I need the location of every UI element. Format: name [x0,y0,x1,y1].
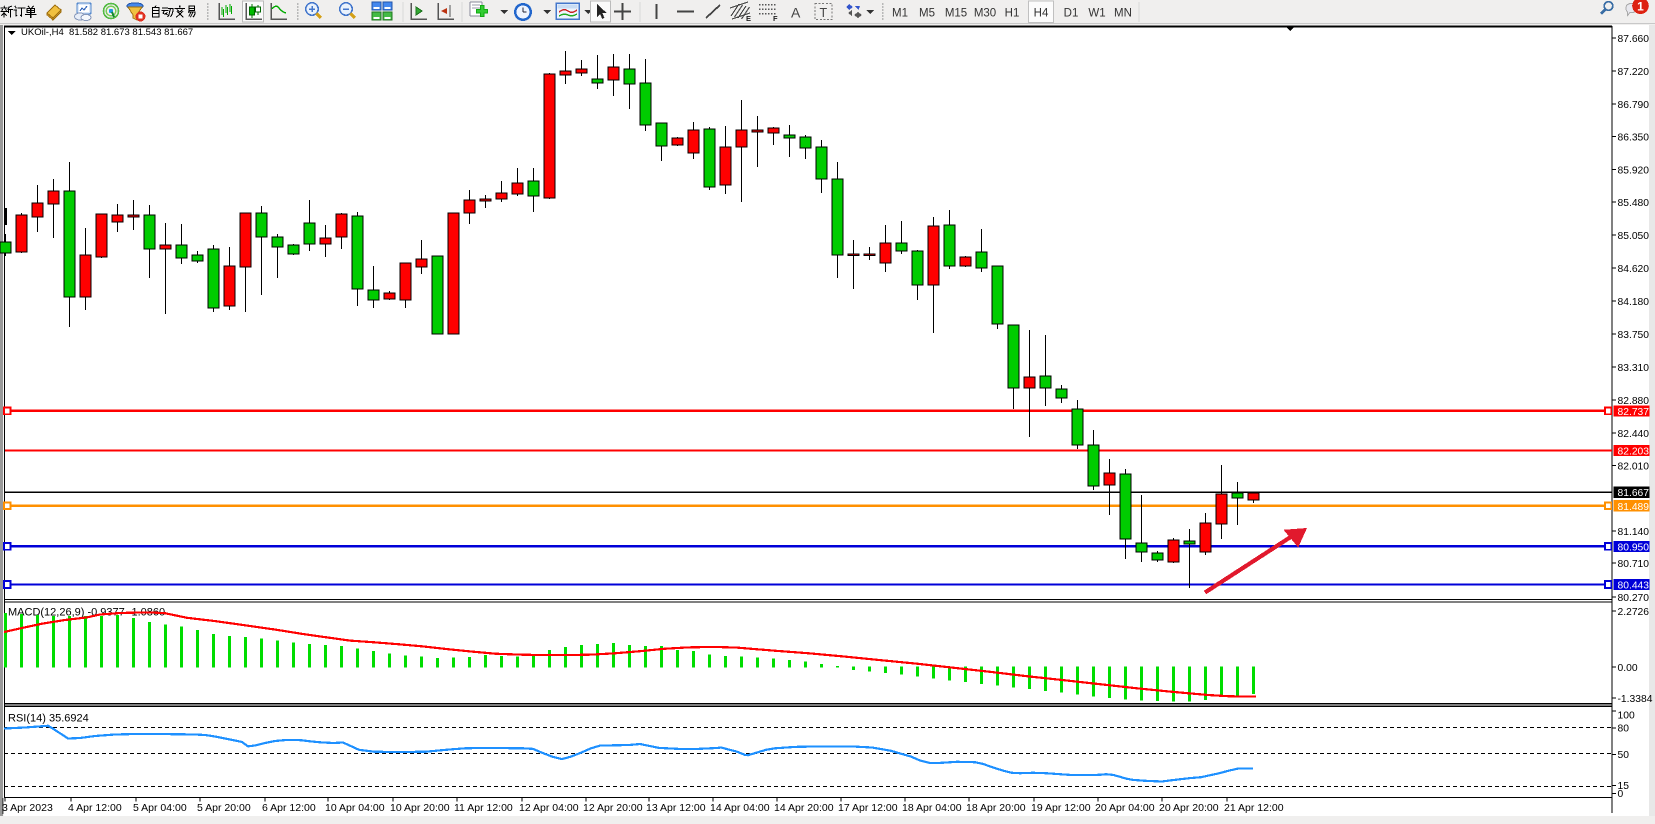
svg-text:80.270: 80.270 [1618,593,1650,604]
svg-text:1: 1 [1637,0,1644,13]
svg-text:85.920: 85.920 [1618,166,1650,177]
svg-text:H4: H4 [1034,8,1049,20]
svg-text:MACD(12,26,9) -0.9377 -1.0860: MACD(12,26,9) -0.9377 -1.0860 [8,607,165,619]
svg-text:81.489: 81.489 [1618,502,1650,513]
svg-text:82.880: 82.880 [1618,396,1650,407]
svg-text:M5: M5 [919,8,935,20]
svg-text:82.440: 82.440 [1618,429,1650,440]
svg-text:81.140: 81.140 [1618,527,1650,538]
svg-text:UKOil-,H4 81.582 81.673 81.54: UKOil-,H4 81.582 81.673 81.543 81.667 [21,27,193,38]
svg-text:F: F [773,14,778,23]
svg-text:MN: MN [1114,8,1132,20]
svg-text:H1: H1 [1005,8,1020,20]
svg-text:M30: M30 [974,8,996,20]
svg-text:87.220: 87.220 [1618,67,1650,78]
svg-text:12 Apr 20:00: 12 Apr 20:00 [583,802,643,814]
svg-text:11 Apr 12:00: 11 Apr 12:00 [454,802,513,814]
svg-text:D1: D1 [1064,8,1079,20]
svg-text:15: 15 [1618,781,1630,792]
svg-text:19 Apr 12:00: 19 Apr 12:00 [1031,802,1091,814]
svg-text:3 Apr 2023: 3 Apr 2023 [2,802,53,814]
svg-text:84.180: 84.180 [1618,297,1650,308]
svg-text:18 Apr 04:00: 18 Apr 04:00 [902,802,962,814]
svg-text:83.310: 83.310 [1618,363,1650,374]
svg-text:84.620: 84.620 [1618,264,1650,275]
svg-text:10 Apr 04:00: 10 Apr 04:00 [325,802,385,814]
svg-text:80.443: 80.443 [1618,581,1650,592]
svg-text:RSI(14) 35.6924: RSI(14) 35.6924 [8,713,89,725]
svg-text:W1: W1 [1088,8,1105,20]
svg-text:A: A [791,5,801,21]
svg-text:17 Apr 12:00: 17 Apr 12:00 [838,802,898,814]
svg-text:20 Apr 20:00: 20 Apr 20:00 [1159,802,1219,814]
svg-text:83.750: 83.750 [1618,330,1650,341]
svg-text:85.050: 85.050 [1618,231,1650,242]
svg-text:4 Apr 12:00: 4 Apr 12:00 [68,802,122,814]
svg-text:2.2726: 2.2726 [1618,607,1650,618]
svg-text:13 Apr 12:00: 13 Apr 12:00 [646,802,706,814]
svg-text:6 Apr 12:00: 6 Apr 12:00 [262,802,316,814]
svg-text:12 Apr 04:00: 12 Apr 04:00 [519,802,579,814]
svg-text:14 Apr 20:00: 14 Apr 20:00 [774,802,834,814]
svg-text:21 Apr 12:00: 21 Apr 12:00 [1224,802,1284,814]
svg-text:82.010: 82.010 [1618,462,1650,473]
svg-text:0.00: 0.00 [1618,663,1638,674]
svg-text:5 Apr 04:00: 5 Apr 04:00 [133,802,187,814]
svg-text:E: E [746,14,751,23]
svg-text:T: T [820,6,828,20]
svg-text:80.710: 80.710 [1618,559,1650,570]
svg-text:10 Apr 20:00: 10 Apr 20:00 [390,802,450,814]
svg-text:100: 100 [1618,711,1635,722]
svg-text:M15: M15 [945,8,967,20]
svg-text:86.350: 86.350 [1618,133,1650,144]
svg-text:82.737: 82.737 [1618,407,1650,418]
svg-text:80.950: 80.950 [1618,542,1650,553]
svg-text:82.203: 82.203 [1618,447,1650,458]
svg-text:20 Apr 04:00: 20 Apr 04:00 [1095,802,1155,814]
svg-text:81.667: 81.667 [1618,488,1650,499]
svg-text:M1: M1 [892,8,908,20]
svg-text:86.790: 86.790 [1618,100,1650,111]
svg-text:14 Apr 04:00: 14 Apr 04:00 [710,802,770,814]
svg-text:85.480: 85.480 [1618,198,1650,209]
svg-text:50: 50 [1618,750,1630,761]
svg-text:18 Apr 20:00: 18 Apr 20:00 [966,802,1026,814]
svg-text:0: 0 [1618,789,1624,800]
svg-text:-1.3384: -1.3384 [1618,694,1653,705]
svg-text:5 Apr 20:00: 5 Apr 20:00 [197,802,251,814]
svg-text:87.660: 87.660 [1618,34,1650,45]
svg-text:80: 80 [1618,724,1630,735]
